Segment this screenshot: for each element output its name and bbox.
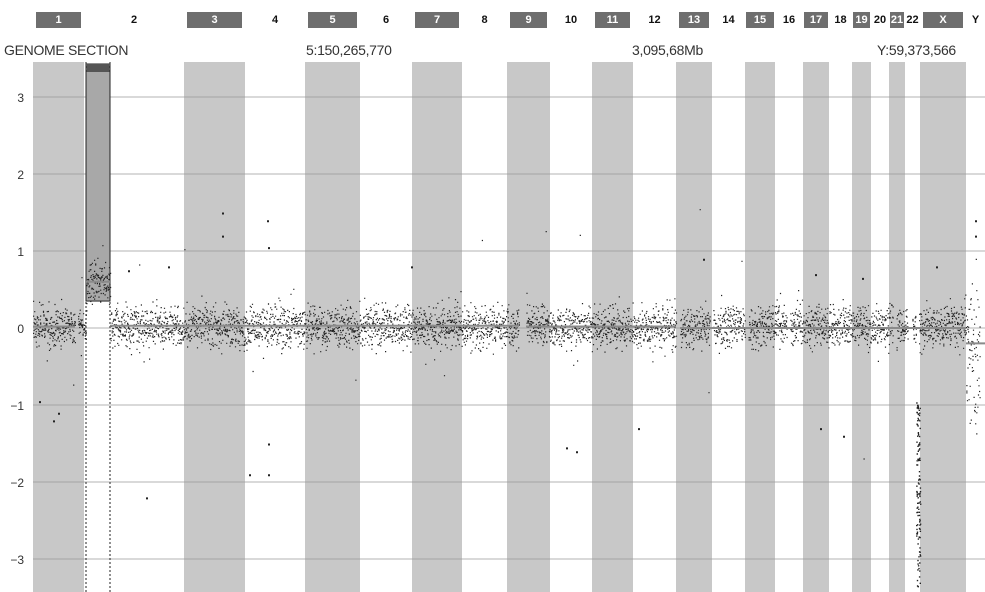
chromosome-tab-21[interactable]: 21 <box>890 12 904 28</box>
chromosome-tab-3[interactable]: 3 <box>187 12 242 28</box>
highlighted-segment-cap <box>86 64 110 72</box>
chromosome-tab-15[interactable]: 15 <box>746 12 774 28</box>
chromosome-tab-11[interactable]: 11 <box>595 12 630 28</box>
chromosome-band-3 <box>184 62 245 592</box>
chromosome-tab-14[interactable]: 14 <box>715 12 742 28</box>
chromosome-tab-y[interactable]: Y <box>967 12 984 28</box>
chromosome-tab-18[interactable]: 18 <box>830 12 851 28</box>
chromosome-tab-10[interactable]: 10 <box>553 12 589 28</box>
chromosome-tab-x[interactable]: X <box>923 12 963 28</box>
y-tick-label: −3 <box>10 553 24 567</box>
left-coordinate: 5:150,265,770 <box>306 42 392 58</box>
y-tick-label: −2 <box>10 476 24 490</box>
data-points <box>33 209 981 588</box>
y-tick-label: 3 <box>17 91 24 105</box>
chromosome-tab-13[interactable]: 13 <box>679 12 709 28</box>
chromosome-band-7 <box>412 62 462 592</box>
chromosome-band-5 <box>305 62 360 592</box>
chromosome-tab-12[interactable]: 12 <box>636 12 673 28</box>
chart-header: GENOME SECTION 5:150,265,770 3,095,68Mb … <box>0 40 985 62</box>
chromosome-tab-22[interactable]: 22 <box>906 12 919 28</box>
chromosome-navigation-bar: 1 2 3 4 5 6 7 8 9 10 11 12 13 14 15 16 17 18 19 20 21 22 X Y <box>0 0 985 40</box>
chromosome-tab-1[interactable]: 1 <box>36 12 81 28</box>
chromosome-tab-7[interactable]: 7 <box>415 12 459 28</box>
chromosome-tab-4[interactable]: 4 <box>248 12 302 28</box>
y-tick-label: 1 <box>17 245 24 259</box>
chromosome-tab-5[interactable]: 5 <box>308 12 357 28</box>
chromosome-tab-9[interactable]: 9 <box>510 12 547 28</box>
y-tick-label: −1 <box>10 399 24 413</box>
chromosome-tab-6[interactable]: 6 <box>363 12 409 28</box>
chromosome-tab-8[interactable]: 8 <box>465 12 504 28</box>
chromosome-tab-19[interactable]: 19 <box>853 12 870 28</box>
page-title: GENOME SECTION <box>4 42 129 58</box>
right-coordinate: Y:59,373,566 <box>877 42 956 58</box>
chromosome-tab-2[interactable]: 2 <box>87 12 181 28</box>
copy-number-scatter-plot: 3 2 1 0 −1 −2 −3 <box>10 62 985 592</box>
y-tick-label: 0 <box>17 322 24 336</box>
scatter-points <box>33 209 981 588</box>
total-size: 3,095,68Mb <box>632 42 703 58</box>
y-tick-label: 2 <box>17 168 24 182</box>
chromosome-tab-17[interactable]: 17 <box>804 12 828 28</box>
chromosome-tab-20[interactable]: 20 <box>872 12 888 28</box>
chromosome-tab-16[interactable]: 16 <box>776 12 802 28</box>
